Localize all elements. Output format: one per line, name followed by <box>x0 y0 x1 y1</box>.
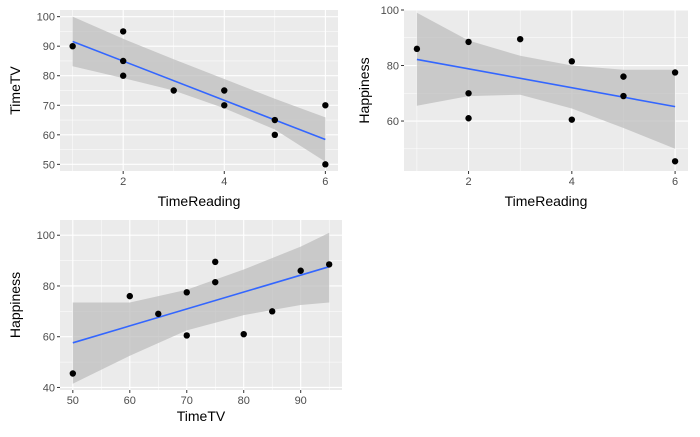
chart2-y-tick-label: 100 <box>381 5 399 17</box>
chart3-x-tick-label: 60 <box>124 395 136 407</box>
chart3-point <box>269 308 276 315</box>
chart3-regression-line <box>72 265 330 344</box>
chart2-regression-line <box>416 58 676 108</box>
chart2-point <box>671 158 679 165</box>
chart3-y-tick-label: 100 <box>37 230 55 242</box>
chart3-y-tick-label: 40 <box>43 382 55 394</box>
chart3-point <box>240 330 247 338</box>
chart2-point <box>620 92 627 100</box>
chart3-x-tick-label: 70 <box>181 395 193 407</box>
chart2-point <box>465 115 472 122</box>
chart1-y-tick-label: 50 <box>43 159 55 171</box>
chart2-confidence-band <box>416 12 676 149</box>
chart2-y-tick-label: 60 <box>387 116 399 128</box>
chart3-y-tick-label: 60 <box>43 332 55 344</box>
chart1-point <box>322 161 329 168</box>
chart2-x-axis-title: TimeReading <box>505 193 588 209</box>
chart1-point <box>221 102 228 109</box>
chart2-y-axis-title: Happiness <box>356 57 372 123</box>
chart1-y-tick-label: 90 <box>43 41 55 53</box>
chart3-panel-group: 50 60 70 80 90 40 60 80 100 TimeTV Happiness <box>7 220 342 424</box>
chart3-y-axis-title: Happiness <box>7 272 23 338</box>
chart1-point <box>221 87 228 94</box>
chart2-point <box>568 58 576 65</box>
chart1-point <box>322 102 329 109</box>
chart3-x-axis-title: TimeTV <box>177 408 226 424</box>
chart1-panel-group: 2 4 6 50 60 70 80 90 100 TimeReading TimeTV <box>7 10 338 209</box>
chart2-point <box>465 38 472 46</box>
chart3-point <box>155 310 162 318</box>
chart1-confidence-band <box>72 16 326 162</box>
chart2-point <box>568 116 576 123</box>
chart3-point <box>325 261 333 268</box>
chart2-point <box>465 90 472 97</box>
chart1-point <box>119 72 127 79</box>
chart1-y-tick-label: 80 <box>43 71 55 83</box>
chart3-point <box>212 278 219 286</box>
chart1-point <box>119 57 127 65</box>
chart3-point <box>297 267 304 274</box>
chart1-x-tick-label: 6 <box>322 176 328 188</box>
chart3-point <box>69 370 77 377</box>
chart2-y-tick-label: 80 <box>387 61 399 73</box>
chart1-y-tick-label: 60 <box>43 130 55 142</box>
chart1-x-axis-title: TimeReading <box>158 193 241 209</box>
chart2-x-tick-label: 2 <box>465 176 471 188</box>
chart3-point <box>212 258 219 266</box>
chart2-point <box>671 69 679 76</box>
chart3-x-tick-label: 50 <box>67 395 79 407</box>
chart1-point <box>119 28 127 35</box>
chart1-y-axis-title: TimeTV <box>7 66 23 115</box>
chart1-point <box>271 116 279 124</box>
chart3-point <box>126 292 133 300</box>
chart3-point <box>183 289 190 296</box>
chart3-confidence-band <box>72 232 330 384</box>
chart3-y-tick-label: 80 <box>43 281 55 293</box>
chart1-y-tick-label: 100 <box>37 12 55 24</box>
chart1-x-tick-label: 2 <box>120 176 126 188</box>
chart2-point <box>620 73 627 80</box>
chart1-point <box>271 131 279 139</box>
chart2-x-tick-label: 4 <box>569 176 575 188</box>
chart1-point <box>69 42 76 50</box>
chart1-point <box>170 87 177 94</box>
chart1-regression-line <box>72 40 326 141</box>
chart2-point <box>413 45 421 53</box>
chart1-x-tick-label: 4 <box>221 176 227 188</box>
chart2-point <box>516 35 524 43</box>
chart3-x-tick-label: 90 <box>295 395 307 407</box>
chart2-panel-group: 2 4 6 60 80 100 TimeReading Happiness <box>356 5 688 209</box>
chart1-y-tick-label: 70 <box>43 100 55 112</box>
chart3-x-tick-label: 80 <box>238 395 250 407</box>
chart2-x-tick-label: 6 <box>672 176 678 188</box>
chart3-point <box>183 332 190 339</box>
